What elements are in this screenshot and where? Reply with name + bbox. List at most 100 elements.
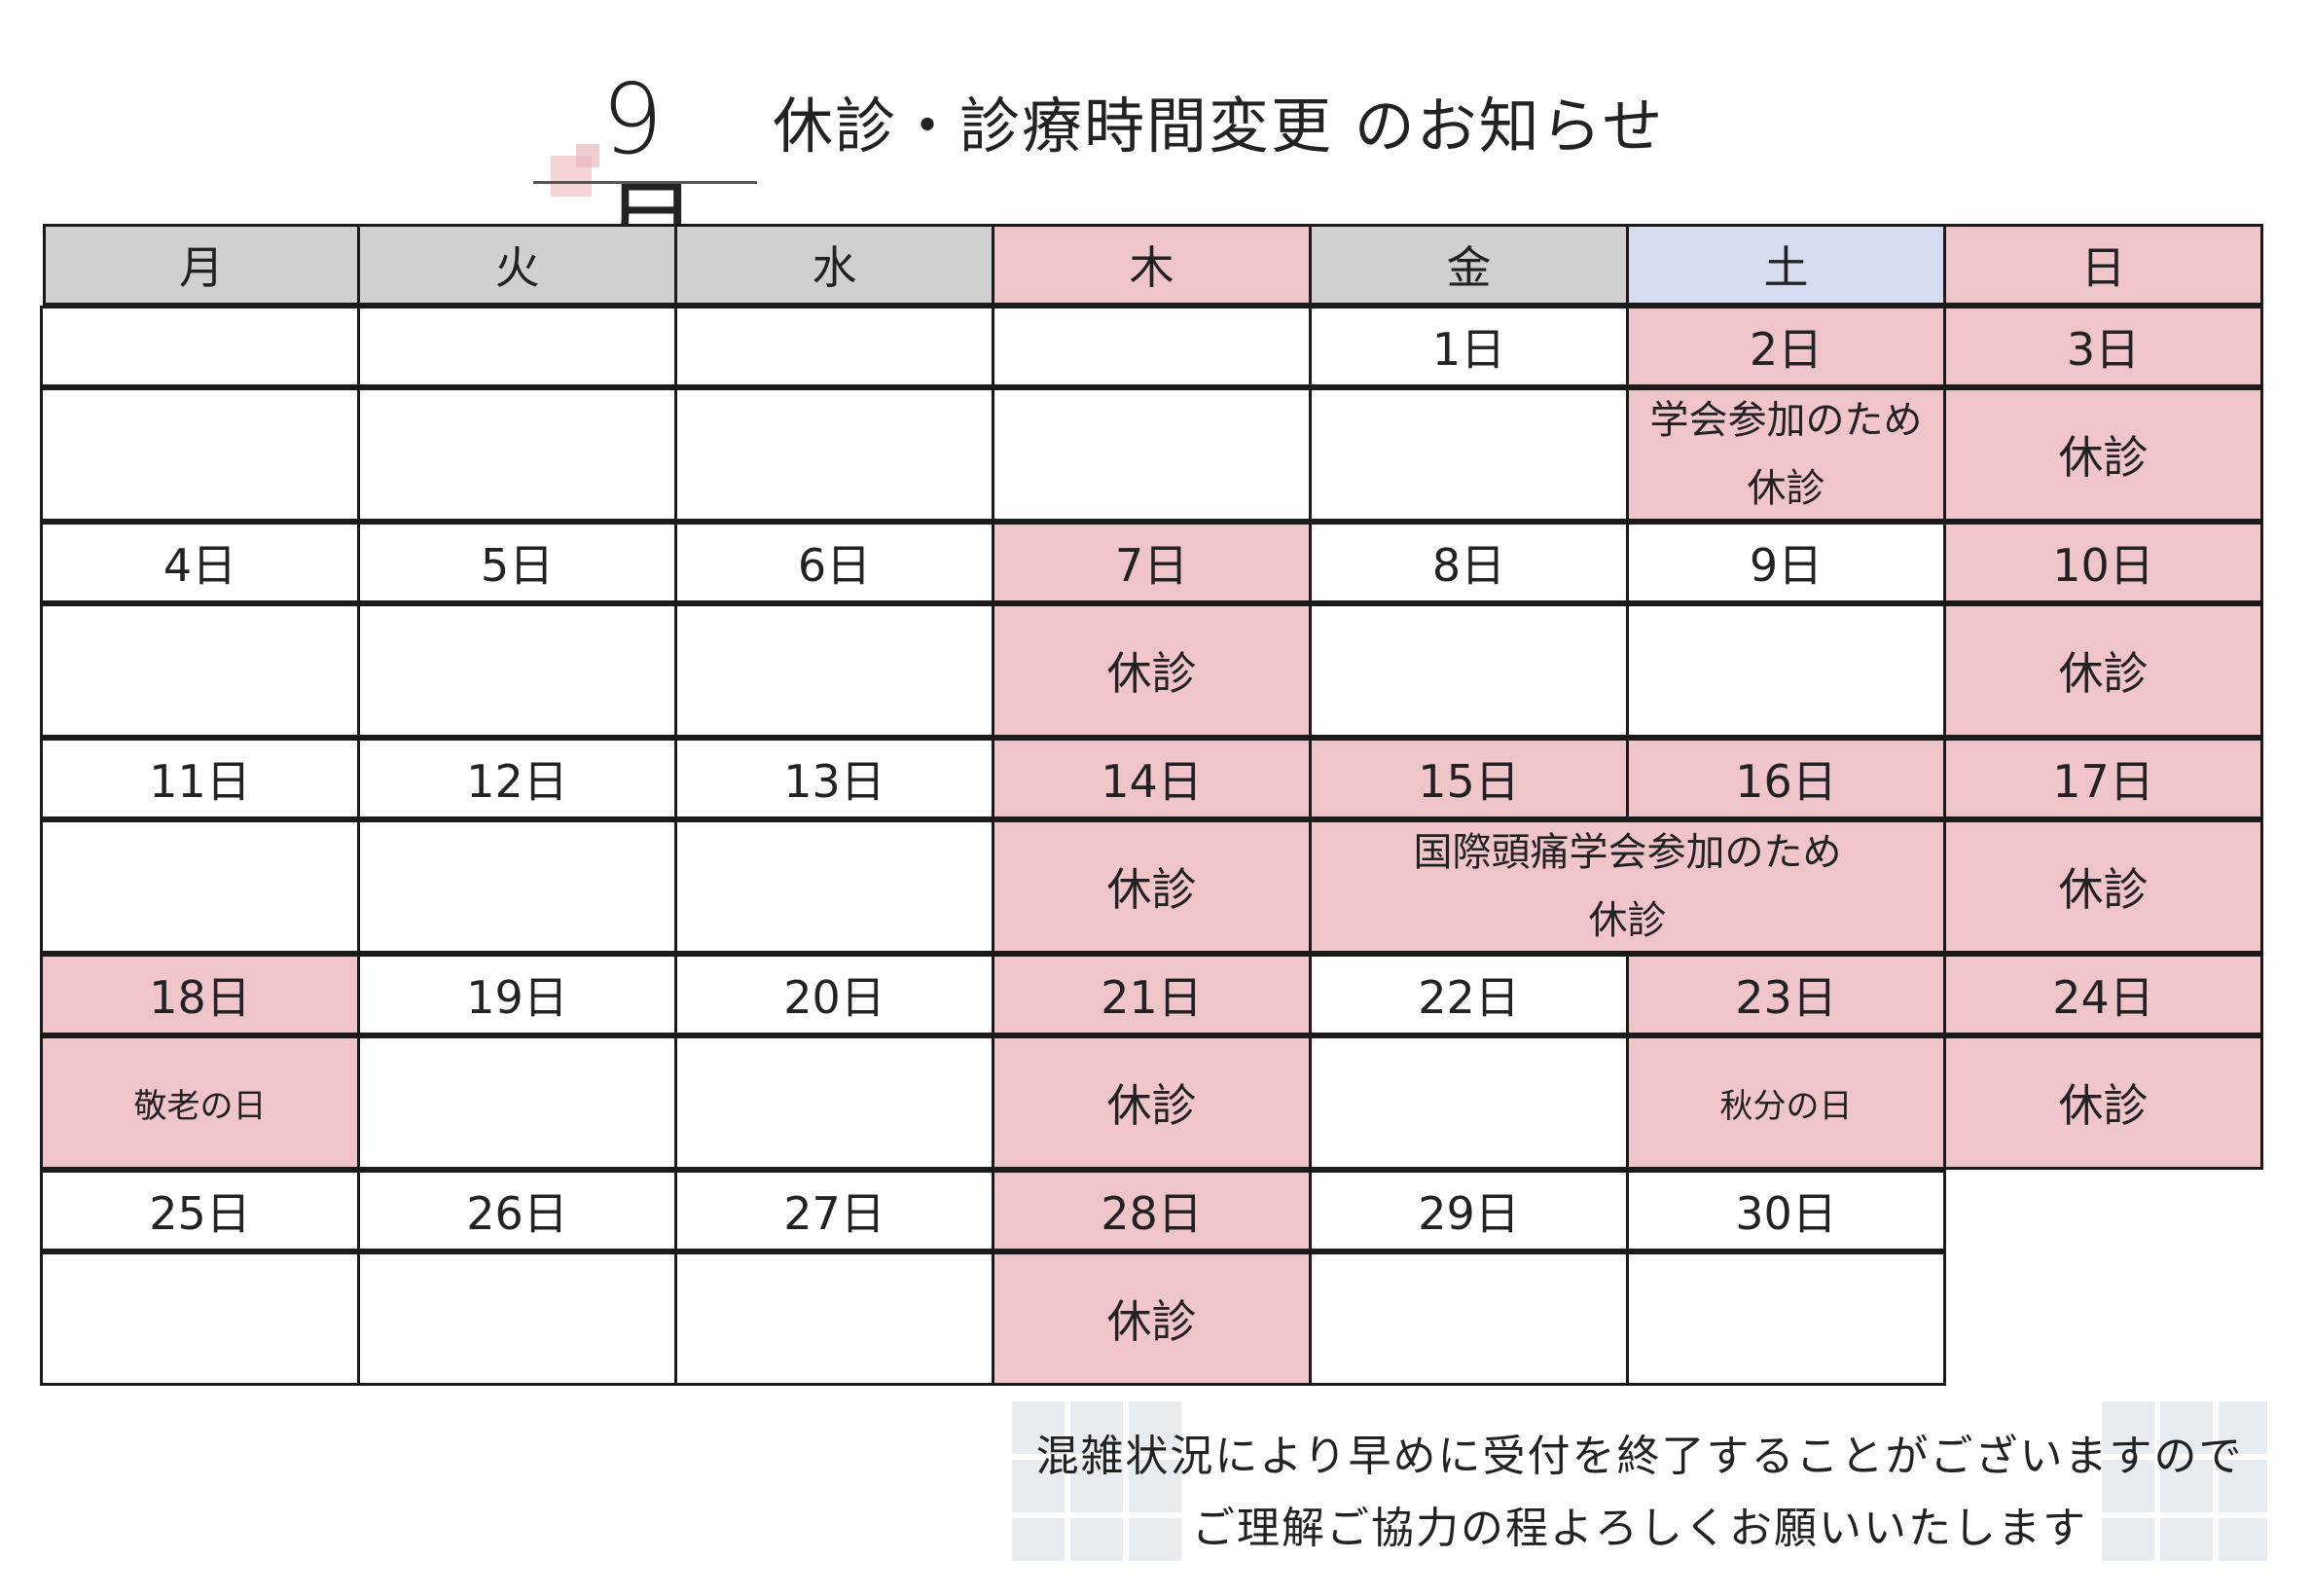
decorative-square [2160, 1518, 2213, 1561]
date-cell [357, 306, 677, 387]
decorative-square [1070, 1518, 1123, 1561]
decorative-square [2102, 1460, 2154, 1512]
decorative-square [2219, 1518, 2267, 1561]
closure-note: 休診 [1943, 387, 2263, 522]
decorative-square [2219, 1401, 2267, 1454]
note-cell [357, 603, 677, 738]
date-cell: 14日 [992, 738, 1312, 819]
title-text: 休診・診療時間変更 のお知らせ [773, 91, 1665, 162]
page-title: 9月 休診・診療時間変更 のお知らせ [533, 54, 1665, 280]
note-cell [674, 1035, 994, 1170]
date-cell: 25日 [40, 1170, 360, 1251]
note-line: 国際頭痛学会参加のため [1413, 830, 1842, 875]
note-cell [674, 387, 994, 522]
decorative-square [1070, 1460, 1123, 1512]
date-cell [674, 306, 994, 387]
footer-line-2: ご理解ご協力の程よろしくお願いいたします [1192, 1504, 2087, 1553]
date-cell: 6日 [674, 522, 994, 603]
note-cell [357, 1251, 677, 1386]
decorative-square [1129, 1460, 1181, 1512]
weekday-header-sun: 日 [1943, 224, 2263, 306]
date-cell: 7日 [992, 522, 1312, 603]
decorative-square [1012, 1518, 1065, 1561]
weekday-header-fri: 金 [1309, 224, 1629, 306]
closure-note: 休診 [992, 819, 1312, 954]
date-cell: 10日 [1943, 522, 2263, 603]
note-cell [1309, 1251, 1629, 1386]
closure-note: 休診 [992, 1035, 1312, 1170]
date-cell [40, 306, 360, 387]
closure-note: 学会参加のため 休診 [1626, 387, 1946, 522]
calendar-grid: 月 火 水 木 金 土 日 1日 2日 3日 学会参加のため 休診 休診 4日 5… [40, 224, 2263, 1386]
note-cell [674, 819, 994, 954]
note-cell [1626, 1251, 1946, 1386]
empty-cell [1943, 1170, 2263, 1251]
weekday-header-tue: 火 [357, 224, 677, 306]
closure-note: 休診 [1943, 603, 2263, 738]
decorative-square [2219, 1460, 2267, 1512]
note-cell [674, 603, 994, 738]
date-cell: 29日 [1309, 1170, 1629, 1251]
month-label-block: 9月 [533, 64, 757, 280]
date-cell: 27日 [674, 1170, 994, 1251]
date-cell: 26日 [357, 1170, 677, 1251]
decorative-square [2160, 1460, 2213, 1512]
closure-note: 休診 [1943, 1035, 2263, 1170]
date-cell: 5日 [357, 522, 677, 603]
note-cell [357, 819, 677, 954]
date-cell: 8日 [1309, 522, 1629, 603]
date-cell: 3日 [1943, 306, 2263, 387]
note-cell [1309, 387, 1629, 522]
date-cell: 11日 [40, 738, 360, 819]
decorative-square [2160, 1401, 2213, 1454]
weekday-header-thu: 木 [992, 224, 1312, 306]
note-cell [1626, 603, 1946, 738]
date-cell: 24日 [1943, 954, 2263, 1035]
note-cell [357, 1035, 677, 1170]
date-cell: 12日 [357, 738, 677, 819]
date-cell: 28日 [992, 1170, 1312, 1251]
decorative-square [1129, 1401, 1181, 1454]
note-line: 休診 [1588, 898, 1667, 943]
date-cell: 20日 [674, 954, 994, 1035]
decorative-square [1012, 1401, 1065, 1454]
date-cell: 17日 [1943, 738, 2263, 819]
title-underline [533, 181, 757, 184]
note-cell [1309, 603, 1629, 738]
note-line: 休診 [1747, 466, 1825, 511]
date-cell: 1日 [1309, 306, 1629, 387]
holiday-note: 秋分の日 [1626, 1035, 1946, 1170]
footer-notice: 混雑状況により早めに受付を終了することがございますので ご理解ご協力の程よろしく… [1012, 1401, 2267, 1567]
date-cell: 15日 [1309, 738, 1629, 819]
decorative-square [1129, 1518, 1181, 1561]
date-cell: 30日 [1626, 1170, 1946, 1251]
footer-line-1: 混雑状況により早めに受付を終了することがございますので [1035, 1432, 2244, 1481]
closure-note: 休診 [992, 603, 1312, 738]
date-cell: 18日 [40, 954, 360, 1035]
note-cell [992, 387, 1312, 522]
note-line: 学会参加のため [1649, 398, 1923, 443]
date-cell: 22日 [1309, 954, 1629, 1035]
date-cell: 16日 [1626, 738, 1946, 819]
weekday-header-wed: 水 [674, 224, 994, 306]
date-cell: 19日 [357, 954, 677, 1035]
holiday-note: 敬老の日 [40, 1035, 360, 1170]
date-cell: 13日 [674, 738, 994, 819]
date-cell: 23日 [1626, 954, 1946, 1035]
decorative-square [1012, 1460, 1065, 1512]
note-cell [1309, 1035, 1629, 1170]
date-cell: 21日 [992, 954, 1312, 1035]
note-cell [40, 387, 360, 522]
weekday-header-mon: 月 [43, 224, 360, 306]
decorative-square [1070, 1401, 1123, 1454]
note-cell [40, 1251, 360, 1386]
decorative-square [576, 144, 599, 167]
closure-note: 休診 [1943, 819, 2263, 954]
decorative-square [2102, 1401, 2154, 1454]
closure-note: 休診 [992, 1251, 1312, 1386]
note-cell [40, 819, 360, 954]
note-cell [674, 1251, 994, 1386]
date-cell: 2日 [1626, 306, 1946, 387]
weekday-header-sat: 土 [1626, 224, 1946, 306]
note-cell [357, 387, 677, 522]
